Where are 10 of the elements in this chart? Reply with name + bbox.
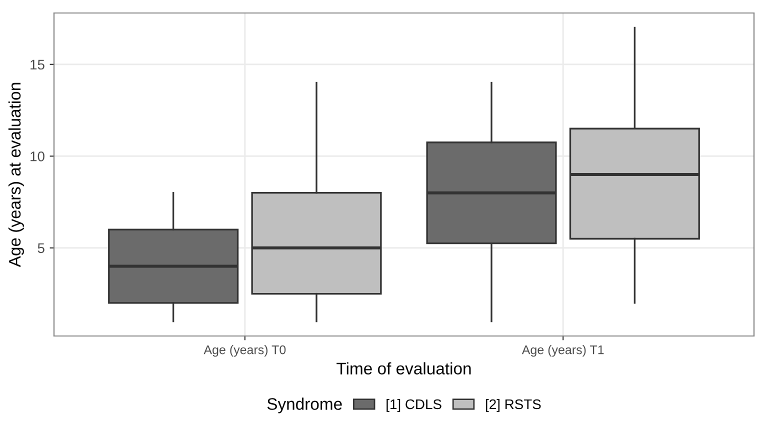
y-tick-label: 10: [30, 151, 44, 162]
legend-label: [1] CDLS: [386, 398, 442, 412]
y-tick-label: 5: [38, 243, 44, 254]
x-tick-label: Age (years) T1: [522, 345, 604, 357]
legend-label: [2] RSTS: [486, 398, 541, 412]
y-axis-title: Age (years) at evaluation: [8, 82, 24, 268]
x-axis-title: Time of evaluation: [336, 362, 471, 374]
x-tick-label: Age (years) T0: [204, 345, 286, 357]
legend-title: Syndrome: [267, 398, 342, 414]
y-tick-label: 15: [30, 60, 44, 70]
